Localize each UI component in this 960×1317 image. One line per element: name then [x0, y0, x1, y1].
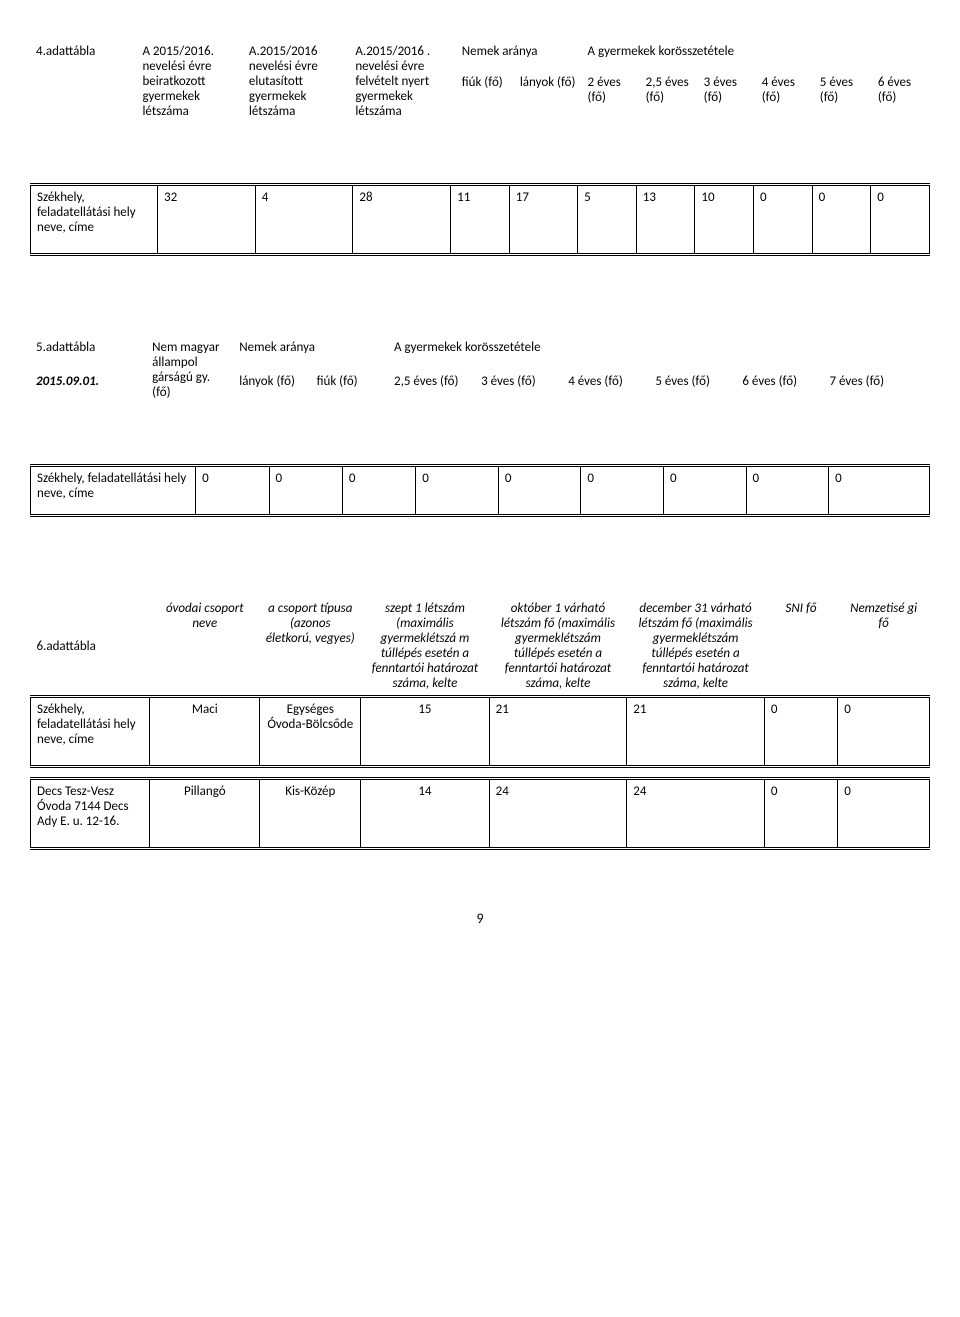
table-row: Székhely, feladatellátási hely neve, cím… — [31, 697, 930, 767]
t4-h-a25: 2,5 éves (fő) — [640, 71, 698, 123]
t4-r-0: 32 — [158, 185, 256, 255]
t4-row-label: Székhely, feladatellátási hely neve, cím… — [31, 185, 158, 255]
table-4-data: Székhely, feladatellátási hely neve, cím… — [30, 183, 930, 256]
t5-h-a5: 5 éves (fő) — [649, 370, 736, 404]
t4-r-2: 28 — [353, 185, 451, 255]
t6-r0-c5: 21 — [627, 697, 765, 767]
t5-h-c1: Nem magyar állampol gárságú gy.(fő) — [146, 336, 233, 404]
t5-h-gender: Nemek aránya — [233, 336, 388, 370]
table6-label: 6.adattábla — [31, 597, 150, 697]
t4-h-c3: A.2015/2016 . nevelési évre felvételt ny… — [349, 40, 455, 123]
t6-r1-c1: Pillangó — [150, 779, 260, 849]
table5-label: 5.adattábla — [30, 336, 146, 370]
t4-r-6: 13 — [636, 185, 695, 255]
t5-r-1: 0 — [269, 466, 342, 516]
t4-r-5: 5 — [578, 185, 637, 255]
t5-r-4: 0 — [498, 466, 581, 516]
t4-r-1: 4 — [255, 185, 353, 255]
t4-h-c2: A.2015/2016 nevelési évre elutasított gy… — [243, 40, 349, 123]
table-4: 4.adattábla A 2015/2016. nevelési évre b… — [30, 40, 930, 123]
t4-h-boys: fiúk (fő) — [456, 71, 514, 123]
t6-r1-c4: 24 — [489, 779, 627, 849]
t5-r-7: 0 — [746, 466, 829, 516]
t4-h-a4: 4 éves (fő) — [756, 71, 814, 123]
t4-r-3: 11 — [451, 185, 510, 255]
t6-r0-label: Székhely, feladatellátási hely neve, cím… — [31, 697, 150, 767]
t5-h-a3: 3 éves (fő) — [475, 370, 562, 404]
t5-h-girls: lányok (fő) — [233, 370, 310, 404]
t5-r-8: 0 — [829, 466, 930, 516]
t4-h-c1: A 2015/2016. nevelési évre beiratkozott … — [136, 40, 242, 123]
t4-r-10: 0 — [871, 185, 930, 255]
t5-h-a25: 2,5 éves (fő) — [388, 370, 475, 404]
t6-h-c4: október 1 várható létszám fő (maximális … — [489, 597, 627, 697]
t5-row-label: Székhely, feladatellátási hely neve, cím… — [31, 466, 196, 516]
t5-h-boys: fiúk (fő) — [311, 370, 388, 404]
t5-h-a6: 6 éves (fő) — [736, 370, 823, 404]
t6-h-c1: óvodai csoport neve — [150, 597, 260, 697]
table-6: 6.adattábla óvodai csoport neve a csopor… — [30, 597, 930, 850]
t4-r-9: 0 — [812, 185, 871, 255]
t4-h-a2: 2 éves (fő) — [582, 71, 640, 123]
t6-r1-c3: 14 — [361, 779, 489, 849]
t6-h-c6: SNI fő — [764, 597, 837, 697]
t5-h-age: A gyermekek korösszetétele — [388, 336, 930, 370]
table4-label: 4.adattábla — [30, 40, 136, 71]
table5-date: 2015.09.01. — [30, 370, 146, 404]
t6-h-c7: Nemzetisé gi fő — [838, 597, 930, 697]
t6-r1-label: Decs Tesz-Vesz Óvoda 7144 Decs Ady E. u.… — [31, 779, 150, 849]
table-5: 5.adattábla Nem magyar állampol gárságú … — [30, 336, 930, 404]
t5-h-a4: 4 éves (fő) — [562, 370, 649, 404]
t6-r1-c5: 24 — [627, 779, 765, 849]
page-number: 9 — [30, 910, 930, 927]
t6-r1-c7: 0 — [838, 779, 930, 849]
t6-r0-c2: Egységes Óvoda-Bölcsőde — [260, 697, 361, 767]
t5-r-0: 0 — [196, 466, 269, 516]
t5-r-3: 0 — [416, 466, 499, 516]
t6-h-c3: szept 1 létszám (maximális gyermeklétszá… — [361, 597, 489, 697]
t6-r0-c6: 0 — [764, 697, 837, 767]
t4-h-girls: lányok (fő) — [514, 71, 582, 123]
t6-r0-c7: 0 — [838, 697, 930, 767]
t6-h-c5: december 31 várható létszám fő (maximáli… — [627, 597, 765, 697]
t6-r0-c1: Maci — [150, 697, 260, 767]
table-5-data: Székhely, feladatellátási hely neve, cím… — [30, 464, 930, 517]
t6-r1-c2: Kis-Közép — [260, 779, 361, 849]
t4-h-age: A gyermekek korösszetétele — [582, 40, 930, 71]
table-row: Decs Tesz-Vesz Óvoda 7144 Decs Ady E. u.… — [31, 779, 930, 849]
t4-h-a6: 6 éves (fő) — [872, 71, 930, 123]
t5-h-a7: 7 éves (fő) — [824, 370, 931, 404]
t4-h-a3: 3 éves (fő) — [698, 71, 756, 123]
t4-r-8: 0 — [754, 185, 813, 255]
t6-r0-c3: 15 — [361, 697, 489, 767]
t5-r-2: 0 — [342, 466, 415, 516]
t5-r-5: 0 — [581, 466, 664, 516]
t4-h-gender: Nemek aránya — [456, 40, 582, 71]
t6-r1-c6: 0 — [764, 779, 837, 849]
t5-r-6: 0 — [663, 466, 746, 516]
t4-r-4: 17 — [509, 185, 577, 255]
t6-r0-c4: 21 — [489, 697, 627, 767]
t4-h-a5: 5 éves (fő) — [814, 71, 872, 123]
t4-r-7: 10 — [695, 185, 754, 255]
t6-h-c2: a csoport típusa (azonos életkorú, vegye… — [260, 597, 361, 697]
